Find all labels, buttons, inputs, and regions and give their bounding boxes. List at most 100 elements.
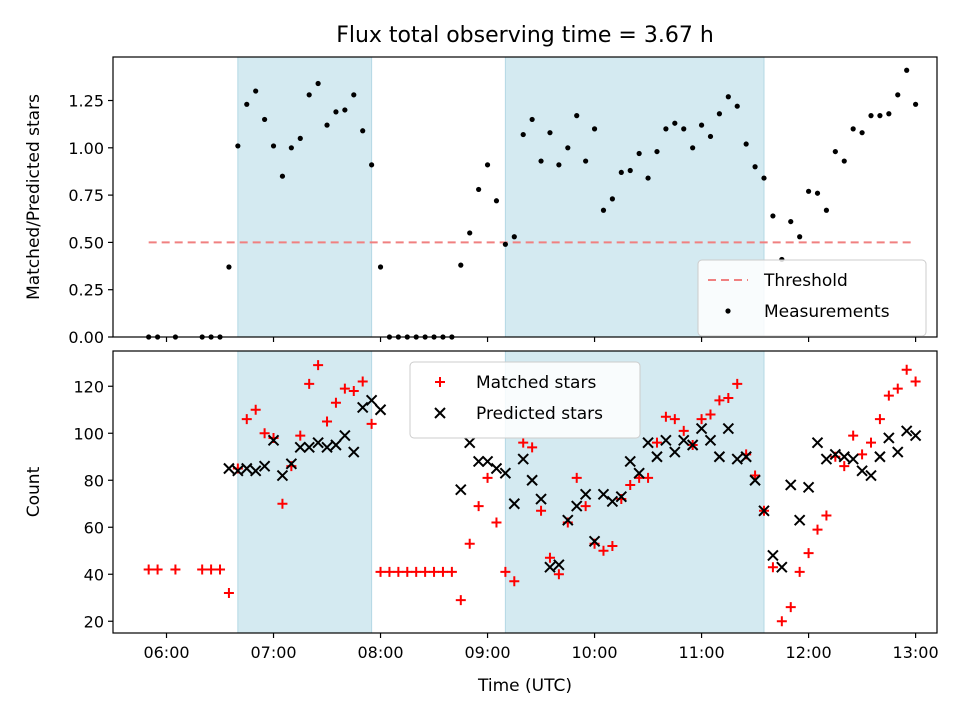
y-tick-label: 80 bbox=[84, 471, 104, 490]
data-point bbox=[437, 566, 448, 577]
data-point bbox=[472, 455, 485, 468]
legend-box bbox=[409, 361, 641, 439]
data-point bbox=[267, 434, 280, 447]
data-point bbox=[571, 500, 583, 512]
data-point bbox=[197, 564, 208, 575]
data-point bbox=[767, 562, 778, 573]
data-point bbox=[464, 436, 476, 449]
data-point bbox=[716, 111, 723, 117]
data-point bbox=[734, 103, 740, 109]
legend: Threshold Measurements bbox=[697, 259, 927, 337]
data-point bbox=[609, 196, 615, 202]
data-point bbox=[642, 436, 654, 449]
data-point bbox=[365, 394, 378, 407]
data-point bbox=[886, 111, 892, 117]
data-point bbox=[803, 548, 814, 559]
data-point bbox=[690, 145, 696, 151]
bottom-y-axis-label: Count bbox=[24, 466, 44, 517]
data-point bbox=[152, 564, 163, 575]
data-point bbox=[342, 107, 348, 113]
data-point bbox=[571, 472, 582, 483]
data-point bbox=[544, 561, 556, 573]
data-point bbox=[606, 495, 619, 508]
data-point bbox=[330, 397, 341, 408]
data-point bbox=[420, 566, 431, 577]
data-point bbox=[324, 122, 330, 128]
data-point bbox=[259, 428, 270, 439]
data-point bbox=[607, 541, 618, 552]
data-point bbox=[520, 131, 526, 138]
data-point bbox=[654, 148, 660, 155]
data-point bbox=[294, 441, 306, 454]
data-point bbox=[705, 409, 716, 420]
data-point bbox=[910, 376, 921, 387]
data-point bbox=[579, 488, 592, 501]
legend-swatch bbox=[725, 308, 731, 314]
data-point bbox=[740, 451, 752, 463]
data-point bbox=[481, 455, 494, 468]
data-point bbox=[535, 493, 547, 505]
data-point bbox=[909, 429, 922, 442]
data-point bbox=[696, 414, 707, 425]
data-point bbox=[279, 173, 286, 179]
data-point bbox=[615, 490, 628, 503]
data-point bbox=[695, 422, 708, 435]
data-point bbox=[348, 385, 359, 396]
data-point bbox=[812, 524, 823, 535]
x-tick-label: 08:00 bbox=[357, 643, 403, 662]
data-point bbox=[511, 234, 517, 240]
data-point bbox=[333, 109, 339, 115]
data-point bbox=[829, 448, 842, 461]
data-point bbox=[785, 479, 797, 491]
data-point bbox=[713, 451, 726, 463]
data-point bbox=[170, 564, 181, 575]
data-point bbox=[223, 588, 234, 599]
y-tick-label: 0.00 bbox=[68, 328, 104, 347]
data-point bbox=[574, 113, 580, 119]
data-point bbox=[669, 446, 681, 458]
legend: Matched stars Predicted stars bbox=[409, 361, 641, 439]
data-point bbox=[895, 92, 901, 98]
data-point bbox=[473, 501, 484, 512]
y-tick-label: 0.75 bbox=[68, 186, 104, 205]
y-tick-label: 60 bbox=[84, 518, 104, 537]
top-panel: 0.00 0.25 0.50 0.75 1.00 1.25 Threshold Measure… bbox=[68, 56, 938, 347]
data-point bbox=[636, 150, 642, 157]
y-tick-label: 100 bbox=[73, 424, 104, 443]
data-point bbox=[904, 67, 910, 73]
series-matched-stars bbox=[143, 360, 921, 627]
data-point bbox=[770, 213, 776, 219]
data-point bbox=[348, 446, 360, 458]
data-point bbox=[467, 230, 473, 236]
data-point bbox=[536, 505, 547, 516]
data-point bbox=[369, 162, 375, 168]
data-point bbox=[518, 437, 529, 448]
data-point bbox=[580, 501, 591, 512]
data-point bbox=[411, 566, 422, 577]
data-point bbox=[597, 488, 610, 501]
data-point bbox=[562, 514, 574, 526]
data-point bbox=[660, 434, 672, 447]
data-point bbox=[304, 378, 315, 389]
data-point bbox=[901, 364, 912, 375]
data-point bbox=[458, 262, 464, 268]
data-point bbox=[583, 158, 589, 164]
y-tick-label: 40 bbox=[84, 565, 104, 584]
data-point bbox=[306, 92, 312, 98]
data-point bbox=[312, 436, 324, 449]
data-point bbox=[339, 429, 351, 442]
data-point bbox=[643, 472, 654, 483]
bottom-panel: 20 40 60 80 100 120 06:00 07:00 08:00 09:00 10:00 1… bbox=[73, 350, 939, 662]
data-point bbox=[767, 549, 779, 562]
axes-frame bbox=[112, 56, 938, 338]
data-point bbox=[645, 175, 651, 181]
data-point bbox=[253, 88, 259, 94]
data-point bbox=[215, 564, 226, 575]
data-point bbox=[241, 462, 253, 475]
data-point bbox=[600, 207, 607, 213]
data-point bbox=[900, 425, 913, 437]
data-point bbox=[357, 376, 368, 387]
data-point bbox=[868, 113, 874, 119]
data-point bbox=[374, 404, 387, 416]
